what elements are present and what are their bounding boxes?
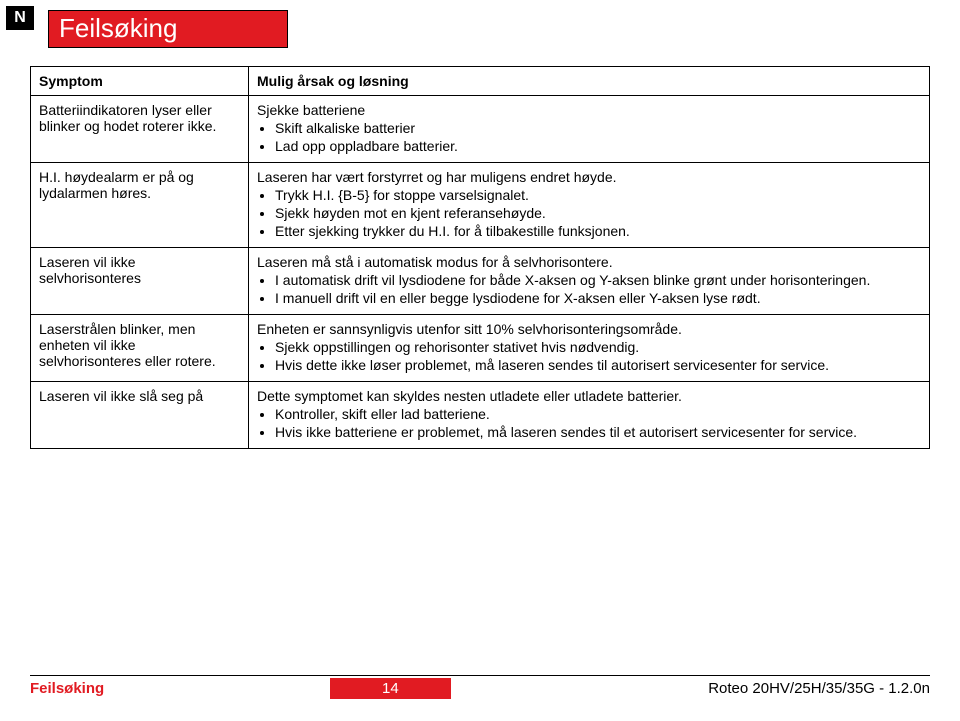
solution-cell: Enheten er sannsynligvis utenfor sitt 10… [249, 315, 930, 382]
solution-bullets: Trykk H.I. {B-5} for stoppe varselsignal… [257, 187, 921, 239]
table-row: Laseren vil ikke slå seg på Dette symptom… [31, 382, 930, 449]
table-row: Batteriindikatoren lyser eller blinker o… [31, 96, 930, 163]
troubleshooting-table: Symptom Mulig årsak og løsning Batteriin… [30, 66, 930, 449]
solution-bullets: I automatisk drift vil lysdiodene for bå… [257, 272, 921, 306]
symptom-cell: Laseren vil ikke slå seg på [31, 382, 249, 449]
header-symptom: Symptom [31, 67, 249, 96]
solution-cell: Laseren har vært forstyrret og har mulig… [249, 163, 930, 248]
footer-section-title: Feilsøking [30, 680, 330, 697]
footer-page-number: 14 [330, 678, 451, 699]
table-row: Laseren vil ikke selvhorisonteres Laseren… [31, 248, 930, 315]
solution-bullets: Kontroller, skift eller lad batteriene. H… [257, 406, 921, 440]
solution-bullet: Etter sjekking trykker du H.I. for å til… [275, 223, 921, 239]
solution-bullet: Kontroller, skift eller lad batteriene. [275, 406, 921, 422]
table-header-row: Symptom Mulig årsak og løsning [31, 67, 930, 96]
solution-bullet: Sjekk høyden mot en kjent referansehøyde… [275, 205, 921, 221]
solution-cell: Laseren må stå i automatisk modus for å … [249, 248, 930, 315]
title-container: Feilsøking [48, 10, 930, 48]
solution-cell: Dette symptomet kan skyldes nesten utlad… [249, 382, 930, 449]
solution-bullet: Sjekk oppstillingen og rehorisonter stat… [275, 339, 921, 355]
solution-bullet: Hvis dette ikke løser problemet, må lase… [275, 357, 921, 373]
language-badge: N [6, 6, 34, 30]
symptom-cell: Batteriindikatoren lyser eller blinker o… [31, 96, 249, 163]
footer-page-wrap: 14 [330, 680, 451, 697]
solution-intro: Laseren har vært forstyrret og har mulig… [257, 169, 921, 185]
symptom-cell: Laseren vil ikke selvhorisonteres [31, 248, 249, 315]
solution-bullet: I automatisk drift vil lysdiodene for bå… [275, 272, 921, 288]
solution-intro: Dette symptomet kan skyldes nesten utlad… [257, 388, 921, 404]
solution-bullet: I manuell drift vil en eller begge lysdi… [275, 290, 921, 306]
solution-bullet: Skift alkaliske batterier [275, 120, 921, 136]
footer-doc-id: Roteo 20HV/25H/35/35G - 1.2.0n [451, 680, 930, 697]
solution-intro: Enheten er sannsynligvis utenfor sitt 10… [257, 321, 921, 337]
symptom-cell: H.I. høydealarm er på og lydalarmen høre… [31, 163, 249, 248]
page-title: Feilsøking [48, 10, 288, 48]
solution-bullet: Hvis ikke batteriene er problemet, må la… [275, 424, 921, 440]
header-solution: Mulig årsak og løsning [249, 67, 930, 96]
solution-bullet: Trykk H.I. {B-5} for stoppe varselsignal… [275, 187, 921, 203]
solution-bullet: Lad opp oppladbare batterier. [275, 138, 921, 154]
page-footer: Feilsøking 14 Roteo 20HV/25H/35/35G - 1.… [30, 675, 930, 697]
solution-intro: Laseren må stå i automatisk modus for å … [257, 254, 921, 270]
table-row: Laserstrålen blinker, men enheten vil ik… [31, 315, 930, 382]
table-row: H.I. høydealarm er på og lydalarmen høre… [31, 163, 930, 248]
symptom-cell: Laserstrålen blinker, men enheten vil ik… [31, 315, 249, 382]
solution-bullets: Skift alkaliske batterier Lad opp oppladb… [257, 120, 921, 154]
solution-bullets: Sjekk oppstillingen og rehorisonter stat… [257, 339, 921, 373]
solution-cell: Sjekke batteriene Skift alkaliske batteri… [249, 96, 930, 163]
solution-intro: Sjekke batteriene [257, 102, 921, 118]
